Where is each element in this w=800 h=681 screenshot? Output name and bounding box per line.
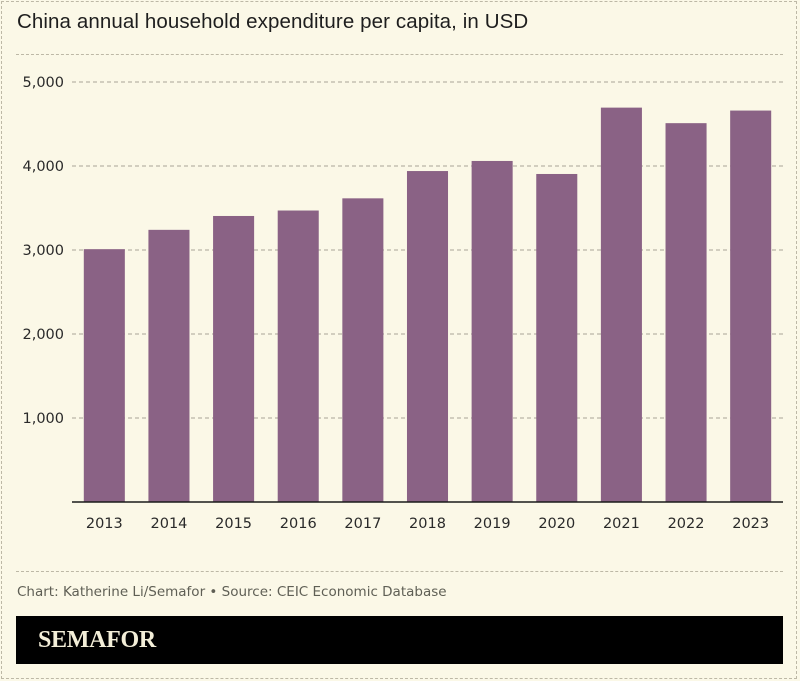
x-tick-label: 2018 — [409, 516, 446, 532]
bar-2015 — [213, 215, 255, 503]
x-tick-label: 2021 — [603, 516, 640, 532]
x-tick-label: 2016 — [280, 516, 317, 532]
bar-2022 — [665, 123, 707, 502]
chart-title: China annual household expenditure per c… — [17, 10, 529, 33]
bar-2020 — [536, 173, 578, 503]
bar-2021 — [600, 107, 642, 503]
bar-2019 — [471, 160, 513, 502]
y-tick-label: 3,000 — [22, 243, 64, 259]
semafor-logo: SEMAFOR — [38, 627, 156, 653]
x-axis-ticks: 2013 2014 2015 2016 2017 2018 2019 2020 2021 2022… — [86, 516, 769, 532]
bar-2013 — [83, 249, 125, 502]
bar-2023 — [730, 110, 772, 502]
bar-2018 — [406, 171, 449, 503]
x-tick-label: 2023 — [732, 516, 769, 532]
footer-divider — [16, 571, 783, 572]
x-tick-label: 2022 — [668, 516, 705, 532]
bar-2016 — [277, 210, 319, 502]
y-tick-label: 4,000 — [22, 159, 64, 175]
bar-2014 — [148, 229, 190, 502]
bar-2017 — [342, 198, 384, 502]
x-tick-label: 2017 — [344, 516, 381, 532]
y-tick-label: 1,000 — [22, 411, 64, 427]
x-tick-label: 2020 — [538, 516, 575, 532]
source-credit: Chart: Katherine Li/Semafor • Source: CE… — [17, 584, 447, 600]
y-tick-label: 5,000 — [22, 75, 64, 91]
x-tick-label: 2019 — [474, 516, 511, 532]
x-tick-label: 2014 — [151, 516, 188, 532]
x-tick-label: 2013 — [86, 516, 123, 532]
bars — [83, 107, 772, 503]
title-divider — [16, 54, 783, 55]
y-tick-label: 2,000 — [22, 327, 64, 343]
brand-bar: SEMAFOR — [16, 616, 783, 664]
y-axis-ticks: 1,000 2,000 3,000 4,000 5,000 — [22, 75, 64, 427]
x-tick-label: 2015 — [215, 516, 252, 532]
